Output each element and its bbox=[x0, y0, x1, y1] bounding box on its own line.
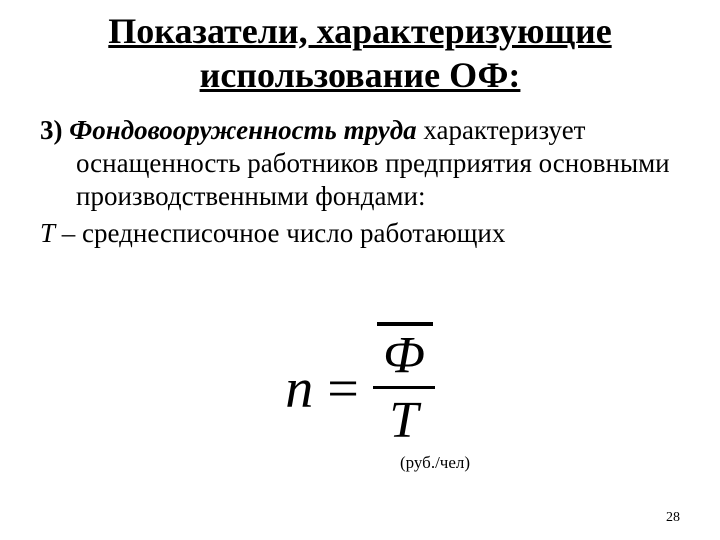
definition-paragraph: 3) Фондовооруженность труда характеризуе… bbox=[40, 114, 680, 213]
phi-symbol: Ф bbox=[383, 327, 425, 384]
t-description: – среднесписочное число работающих bbox=[55, 218, 505, 248]
variable-description: Т – среднесписочное число работающих bbox=[40, 217, 680, 250]
term-label: Фондовооруженность труда bbox=[69, 115, 416, 145]
item-number: 3) bbox=[40, 115, 63, 145]
slide-title: Показатели, характеризующие использовани… bbox=[40, 10, 680, 98]
fraction: Ф T bbox=[373, 330, 435, 447]
formula: n = Ф T (руб./чел) bbox=[250, 330, 470, 473]
slide: Показатели, характеризующие использовани… bbox=[0, 0, 720, 540]
t-variable: T bbox=[389, 392, 418, 449]
slide-body: 3) Фондовооруженность труда характеризуе… bbox=[40, 114, 680, 250]
unit-label: (руб./чел) bbox=[400, 453, 470, 473]
fraction-numerator: Ф bbox=[373, 330, 435, 389]
formula-area: n = Ф T (руб./чел) bbox=[0, 330, 720, 473]
t-symbol: Т bbox=[40, 218, 55, 248]
fraction-denominator: T bbox=[373, 389, 435, 447]
equation-row: n = Ф T bbox=[250, 330, 470, 447]
equals-sign: = bbox=[327, 357, 369, 421]
formula-lhs: n bbox=[285, 357, 323, 421]
page-number: 28 bbox=[666, 510, 680, 526]
overbar bbox=[377, 322, 433, 326]
